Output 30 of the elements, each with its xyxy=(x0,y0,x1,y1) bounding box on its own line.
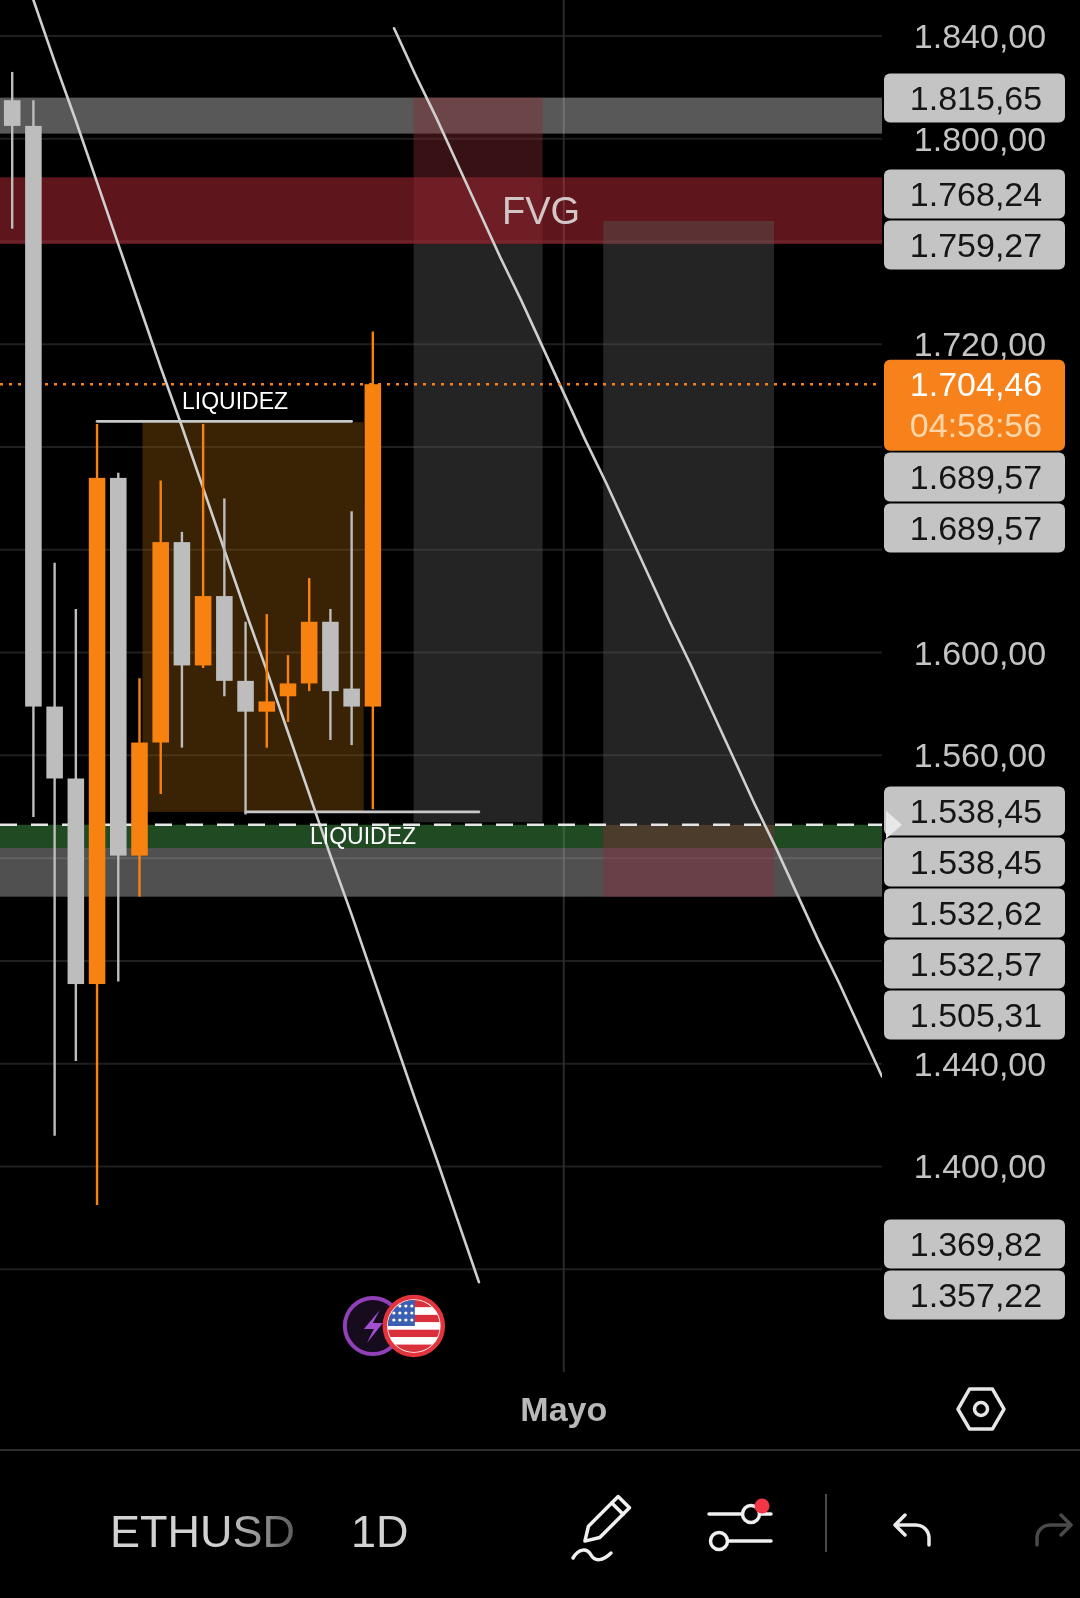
text: ETHUSD xyxy=(110,1505,296,1557)
y-tick-label: 1.800,00 xyxy=(913,119,1047,158)
text: 1.505,31 xyxy=(909,996,1043,1034)
y-tick-label: 1.440,00 xyxy=(913,1044,1047,1083)
y-tick-label: 1.560,00 xyxy=(913,736,1047,775)
text: 1.532,57 xyxy=(909,945,1043,983)
y-tick-label: 1.600,00 xyxy=(913,633,1047,672)
text: 1.538,45 xyxy=(909,792,1043,830)
candlestick xyxy=(343,510,360,747)
x-tick-label: Mayo xyxy=(520,1390,608,1428)
text: 1.689,57 xyxy=(909,458,1043,496)
text: 1D xyxy=(351,1505,409,1557)
ref-line-label: 1.704,46 xyxy=(909,365,1043,404)
y-tick-label: 1.840,00 xyxy=(913,16,1047,55)
text: 1.768,24 xyxy=(909,175,1043,213)
text: 1.369,82 xyxy=(909,1225,1043,1263)
candlestick xyxy=(279,653,297,724)
text: 1.538,45 xyxy=(909,843,1043,881)
text: 1.815,65 xyxy=(909,79,1043,117)
y-tick-label: 1.400,00 xyxy=(913,1147,1047,1186)
text: 1.689,57 xyxy=(909,509,1043,547)
text: 1.532,62 xyxy=(909,894,1043,932)
y-tick-label: 1.720,00 xyxy=(913,325,1047,364)
line-series xyxy=(32,0,481,1284)
text: 1.759,27 xyxy=(909,226,1043,264)
text: 04:58:56 xyxy=(909,406,1043,445)
text: 1.357,22 xyxy=(909,1276,1043,1314)
candlestick xyxy=(258,612,276,749)
band-label: FVG xyxy=(501,189,581,232)
annotation: LIQUIDEZ xyxy=(181,388,289,415)
